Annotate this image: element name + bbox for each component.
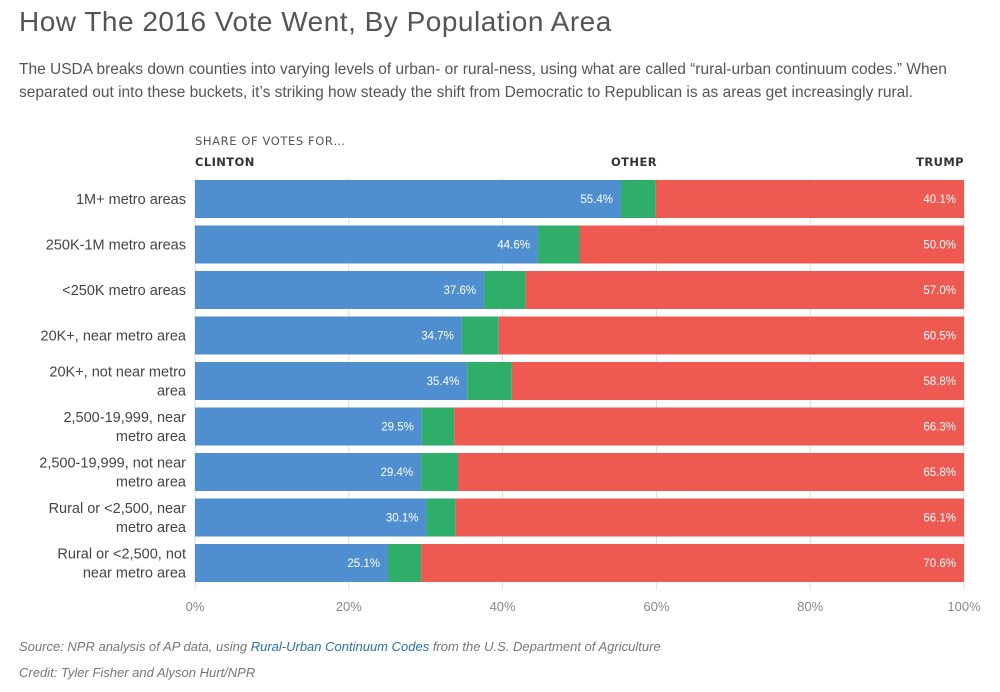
trump-value-label: 70.6% — [923, 558, 956, 570]
clinton-bar-segment — [195, 453, 422, 491]
trump-value-label: 66.3% — [923, 422, 956, 434]
x-tick-label: 60% — [643, 599, 669, 614]
other-bar-segment — [421, 453, 458, 491]
clinton-bar-segment — [195, 225, 538, 264]
category-label: 20K+, near metro area — [41, 329, 187, 345]
trump-value-label: 66.1% — [923, 513, 956, 525]
clinton-value-label: 29.4% — [380, 467, 413, 479]
clinton-bar-segment — [195, 316, 462, 355]
clinton-value-label: 25.1% — [347, 558, 380, 570]
other-bar-segment — [461, 316, 499, 355]
trump-value-label: 65.8% — [923, 467, 956, 479]
clinton-bar-segment — [195, 180, 622, 218]
share-of-votes-label: SHARE OF VOTES FOR… — [195, 134, 346, 148]
clinton-bar-segment — [195, 544, 389, 582]
clinton-column-header: CLINTON — [195, 155, 255, 169]
trump-value-label: 57.0% — [923, 285, 956, 297]
category-label: 1M+ metro areas — [76, 192, 186, 208]
clinton-value-label: 34.7% — [421, 331, 454, 343]
x-tick-label: 40% — [490, 599, 516, 614]
trump-bar-segment — [454, 407, 964, 446]
trump-bar-segment — [421, 544, 964, 582]
clinton-value-label: 37.6% — [444, 285, 477, 297]
category-label: 2,500-19,999, near metro area — [63, 410, 186, 445]
other-bar-segment — [537, 225, 580, 264]
trump-value-label: 40.1% — [923, 194, 956, 206]
source-note: Source: NPR analysis of AP data, using R… — [19, 639, 661, 654]
clinton-value-label: 29.5% — [381, 422, 414, 434]
trump-bar-segment — [525, 271, 964, 309]
trump-bar-segment — [498, 316, 964, 355]
clinton-value-label: 44.6% — [497, 240, 530, 252]
trump-column-header: TRUMP — [916, 155, 964, 169]
other-bar-segment — [484, 271, 526, 309]
other-bar-segment — [421, 407, 455, 446]
x-tick-label: 0% — [186, 599, 205, 614]
category-label: Rural or <2,500, not near metro area — [57, 547, 187, 582]
chart-subtitle: The USDA breaks down counties into varyi… — [19, 61, 947, 101]
trump-bar-segment — [457, 453, 964, 491]
other-bar-segment — [388, 544, 422, 582]
x-tick-label: 20% — [336, 599, 362, 614]
trump-bar-segment — [655, 180, 964, 218]
clinton-value-label: 35.4% — [427, 376, 460, 388]
category-label: 20K+, not near metro area — [49, 365, 187, 400]
clinton-value-label: 55.4% — [580, 194, 613, 206]
source-link[interactable]: Rural-Urban Continuum Codes — [250, 639, 430, 654]
trump-value-label: 50.0% — [923, 240, 956, 252]
clinton-bar-segment — [195, 498, 427, 537]
clinton-bar-segment — [195, 362, 468, 400]
category-label: <250K metro areas — [62, 283, 186, 299]
other-bar-segment — [621, 180, 656, 218]
other-column-header: OTHER — [611, 155, 657, 169]
trump-bar-segment — [455, 498, 964, 537]
source-prefix: Source: NPR analysis of AP data, using — [19, 639, 251, 654]
credit-note: Credit: Tyler Fisher and Alyson Hurt/NPR — [19, 665, 256, 680]
clinton-bar-segment — [195, 407, 422, 446]
other-bar-segment — [426, 498, 456, 537]
x-tick-label: 80% — [797, 599, 823, 614]
clinton-value-label: 30.1% — [386, 513, 419, 525]
x-tick-label: 100% — [947, 599, 981, 614]
trump-value-label: 60.5% — [923, 331, 956, 343]
chart-title: How The 2016 Vote Went, By Population Ar… — [19, 6, 612, 37]
category-label: 250K-1M metro areas — [46, 238, 186, 254]
other-bar-segment — [467, 362, 512, 400]
trump-value-label: 58.8% — [923, 376, 956, 388]
trump-bar-segment — [579, 225, 964, 264]
clinton-bar-segment — [195, 271, 485, 309]
trump-bar-segment — [511, 362, 964, 400]
category-label: Rural or <2,500, near metro area — [49, 501, 187, 536]
category-label: 2,500-19,999, not near metro area — [39, 456, 187, 491]
source-suffix: from the U.S. Department of Agriculture — [429, 639, 661, 654]
